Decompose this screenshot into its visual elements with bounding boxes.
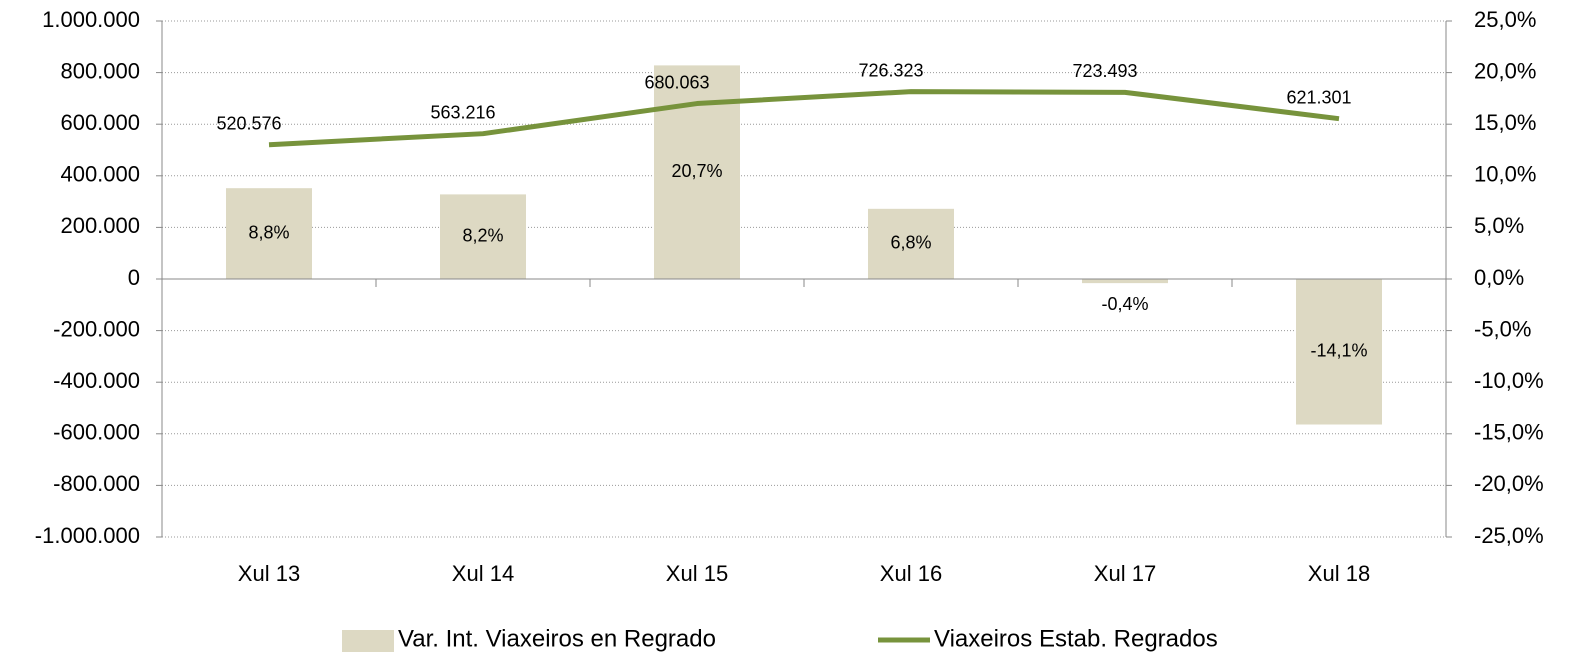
y-tick-label: 1.000.000 bbox=[42, 7, 140, 32]
bar-label: 8,2% bbox=[462, 225, 503, 245]
x-tick-label: Xul 16 bbox=[880, 561, 942, 586]
x-tick-label: Xul 15 bbox=[666, 561, 728, 586]
y2-tick-label: -10,0% bbox=[1474, 368, 1544, 393]
bar bbox=[1296, 279, 1382, 425]
bar-label: -14,1% bbox=[1310, 341, 1367, 361]
line-label: 726.323 bbox=[858, 60, 923, 80]
x-tick-label: Xul 13 bbox=[238, 561, 300, 586]
y-tick-label: -1.000.000 bbox=[35, 523, 140, 548]
bar-label: 8,8% bbox=[248, 222, 289, 242]
y-tick-label: -400.000 bbox=[53, 368, 140, 393]
y2-tick-label: 0,0% bbox=[1474, 265, 1524, 290]
x-tick-label: Xul 14 bbox=[452, 561, 514, 586]
bar-label: -0,4% bbox=[1101, 294, 1148, 314]
y2-tick-label: 5,0% bbox=[1474, 213, 1524, 238]
line bbox=[268, 89, 1340, 148]
y-tick-label: 400.000 bbox=[60, 162, 140, 187]
y-tick-label: 0 bbox=[128, 265, 140, 290]
legend-label: Viaxeiros Estab. Regrados bbox=[934, 625, 1218, 652]
bar bbox=[226, 188, 312, 279]
y-tick-label: 600.000 bbox=[60, 110, 140, 135]
line-label: 563.216 bbox=[430, 102, 495, 122]
legend-label: Var. Int. Viaxeiros en Regrado bbox=[398, 625, 716, 652]
y2-tick-label: -15,0% bbox=[1474, 420, 1544, 445]
line-label: 621.301 bbox=[1286, 87, 1351, 107]
bar bbox=[868, 208, 954, 279]
y-tick-label: -200.000 bbox=[53, 316, 140, 341]
bar bbox=[440, 194, 526, 279]
legend-swatch bbox=[342, 630, 394, 652]
bar-label: 20,7% bbox=[671, 161, 722, 181]
y2-tick-label: -5,0% bbox=[1474, 316, 1531, 341]
x-tick-label: Xul 18 bbox=[1308, 561, 1370, 586]
line-label: 723.493 bbox=[1072, 61, 1137, 81]
y2-tick-label: -25,0% bbox=[1474, 523, 1544, 548]
bar-label: 6,8% bbox=[890, 233, 931, 253]
y2-tick-label: 10,0% bbox=[1474, 162, 1536, 187]
line-label: 680.063 bbox=[644, 72, 709, 92]
y-tick-label: 800.000 bbox=[60, 58, 140, 83]
y2-tick-label: 25,0% bbox=[1474, 7, 1536, 32]
y-tick-label: -600.000 bbox=[53, 420, 140, 445]
y2-tick-label: 15,0% bbox=[1474, 110, 1536, 135]
y-tick-label: 200.000 bbox=[60, 213, 140, 238]
y2-tick-label: -20,0% bbox=[1474, 471, 1544, 496]
x-tick-label: Xul 17 bbox=[1094, 561, 1156, 586]
y2-tick-label: 20,0% bbox=[1474, 58, 1536, 83]
bar bbox=[1082, 279, 1168, 284]
line-label: 520.576 bbox=[216, 113, 281, 133]
y-tick-label: -800.000 bbox=[53, 471, 140, 496]
